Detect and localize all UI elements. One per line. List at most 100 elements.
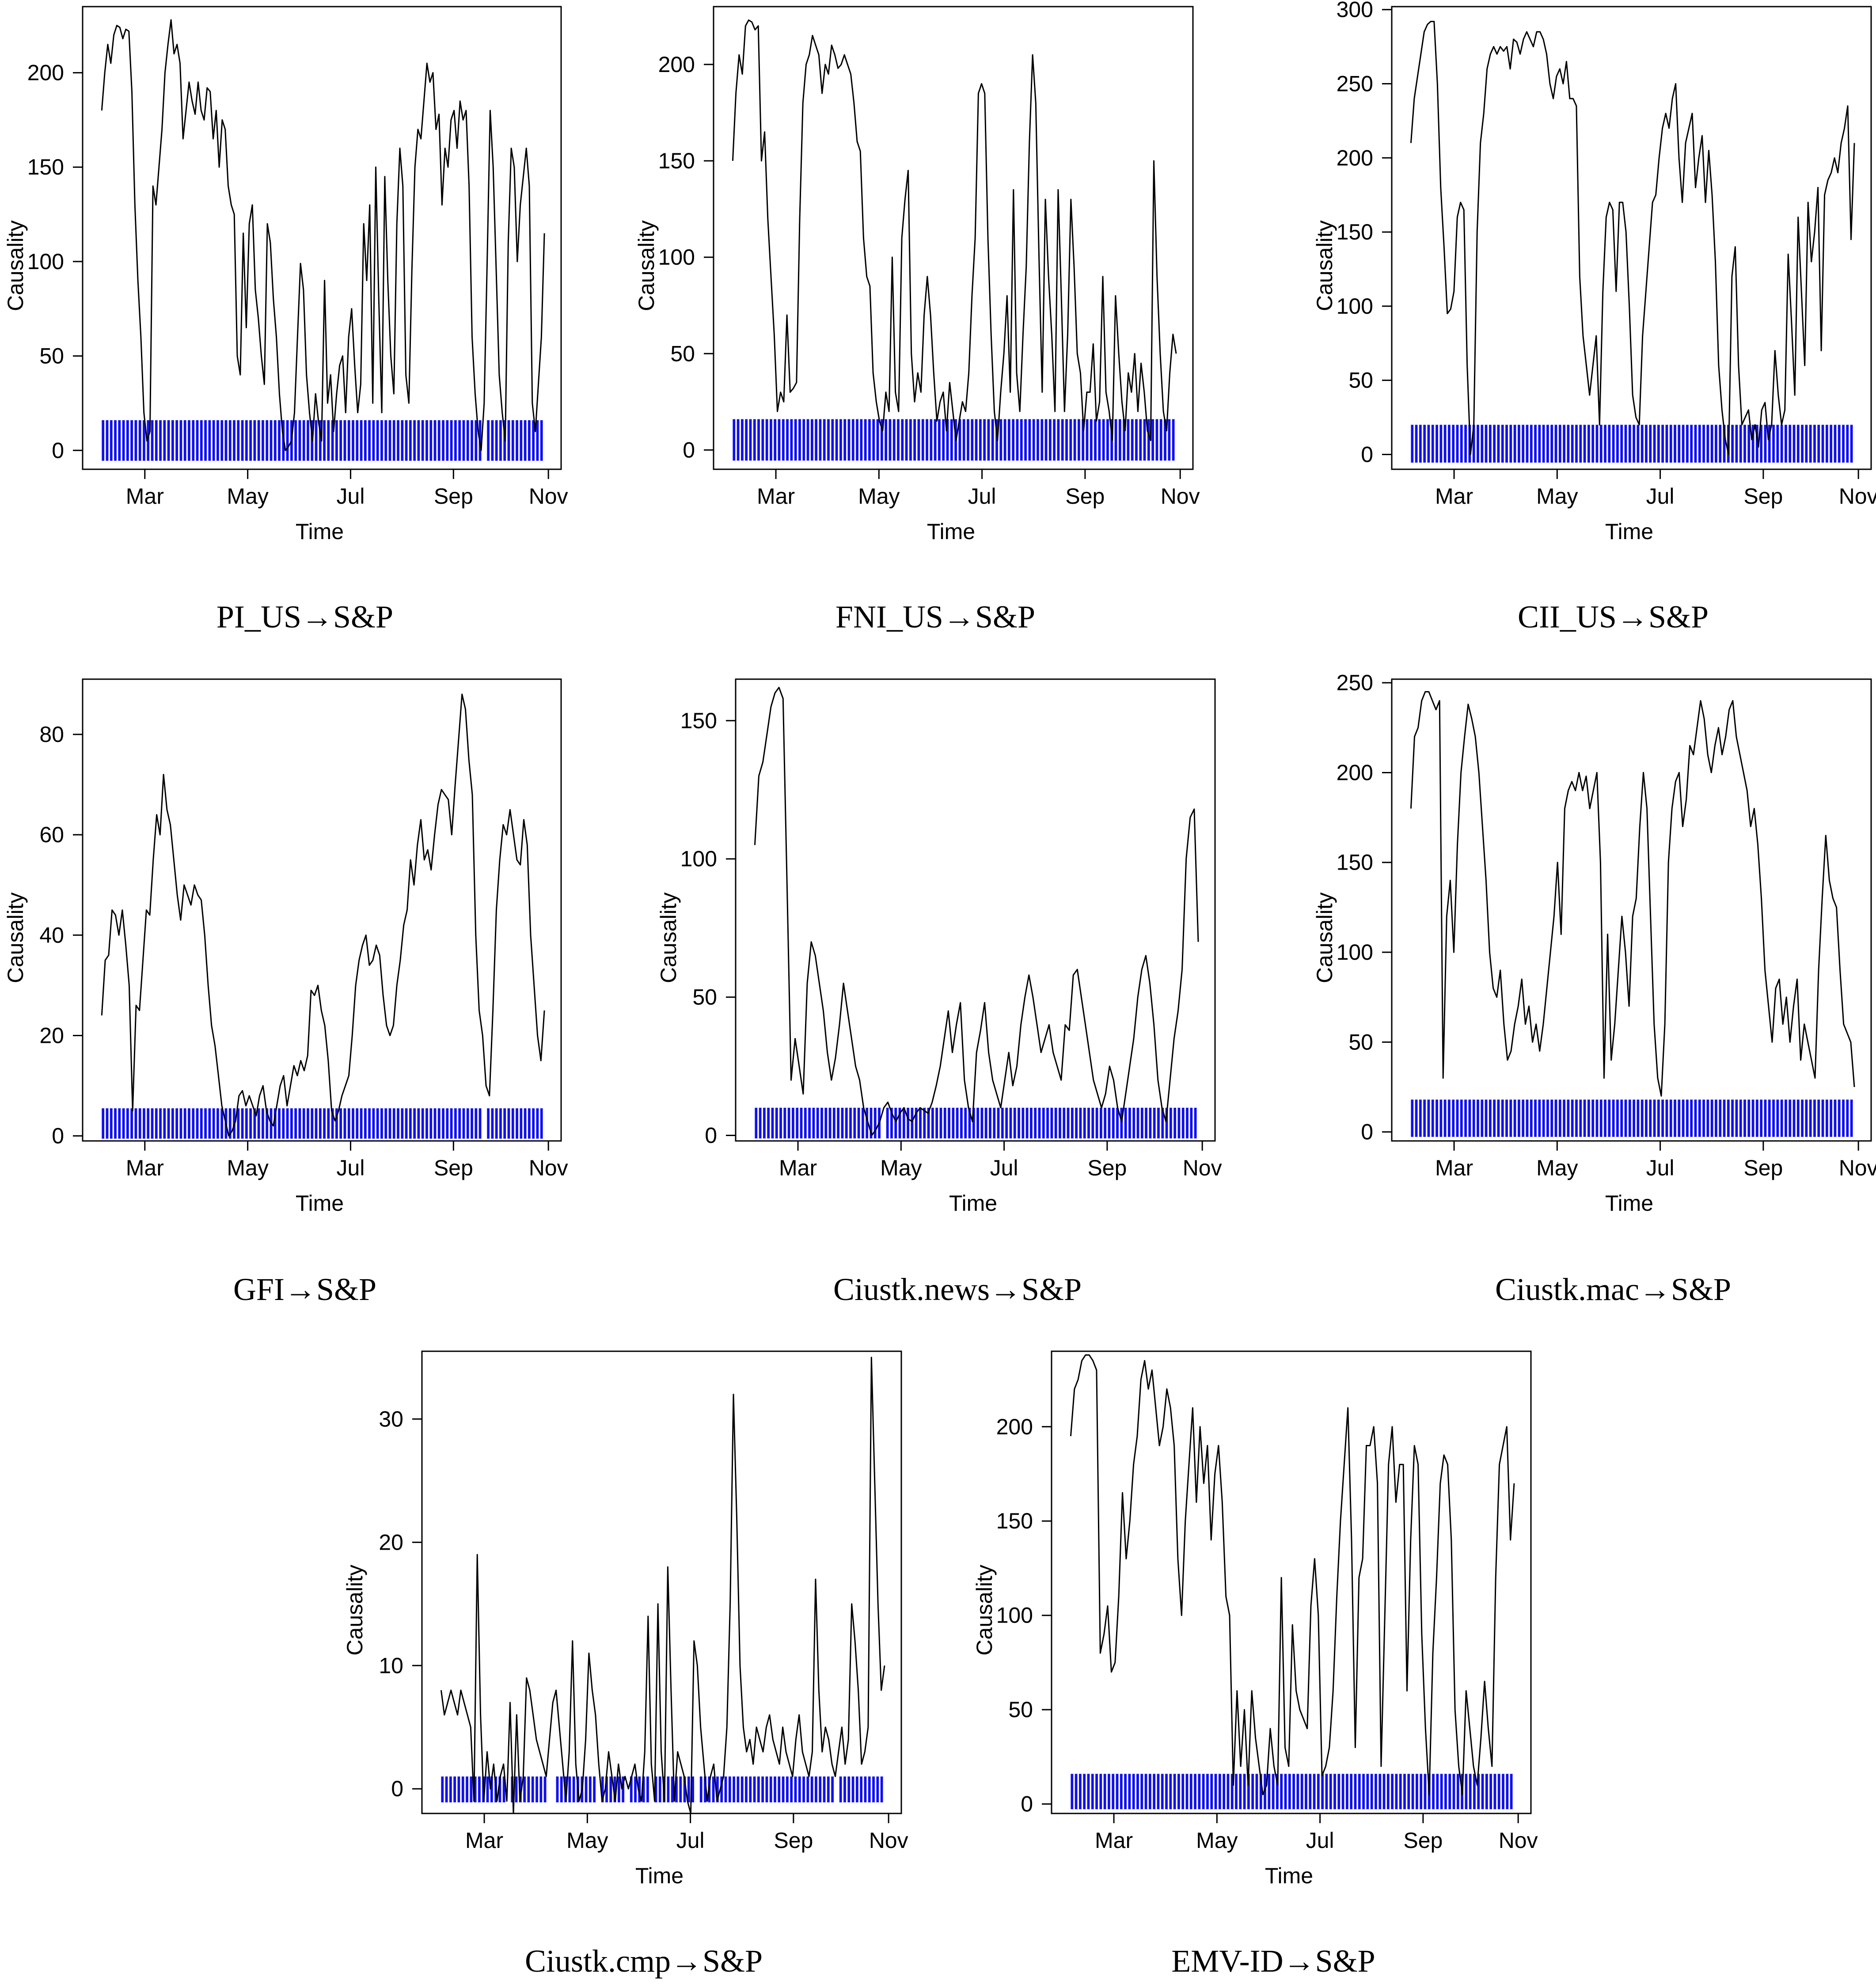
rug-bar bbox=[1464, 425, 1467, 463]
rug-bar bbox=[183, 420, 186, 461]
rug-bar bbox=[1809, 425, 1812, 463]
rug-bar bbox=[851, 419, 854, 461]
rug-bar bbox=[1071, 1774, 1074, 1809]
rug-bar bbox=[511, 1108, 514, 1139]
rug-bar bbox=[1206, 1774, 1209, 1809]
rug-bar bbox=[179, 1108, 182, 1139]
rug-bar bbox=[1751, 425, 1754, 463]
rug-bar bbox=[1842, 1099, 1845, 1137]
rug-bar bbox=[782, 1776, 785, 1802]
rug-bar bbox=[630, 1776, 633, 1802]
y-tick-label: 100 bbox=[27, 249, 64, 274]
rug-bar bbox=[1259, 1774, 1262, 1809]
rug-bar bbox=[520, 1108, 523, 1139]
rug-bar bbox=[437, 420, 441, 461]
rug-bar bbox=[335, 1108, 338, 1139]
plot-frame bbox=[421, 1350, 902, 1814]
rug-bar bbox=[765, 419, 768, 461]
rug-bar bbox=[1094, 419, 1097, 461]
rug-bar bbox=[1764, 1099, 1767, 1137]
rug-bar bbox=[273, 1108, 277, 1139]
rug-bar bbox=[1493, 1099, 1496, 1137]
rug-bar bbox=[155, 420, 158, 461]
rug-bar bbox=[1423, 425, 1426, 463]
rug-bar bbox=[1432, 1774, 1435, 1809]
plot-frame bbox=[1391, 678, 1872, 1142]
rug-bar bbox=[1177, 1774, 1180, 1809]
rug-bar bbox=[1128, 1107, 1131, 1139]
rug-bar bbox=[1108, 1774, 1110, 1809]
rug-bar bbox=[1194, 1774, 1196, 1809]
rug-bar bbox=[1044, 419, 1048, 461]
rug-bar bbox=[1501, 1099, 1504, 1137]
rug-bar bbox=[864, 419, 867, 461]
rug-bar bbox=[323, 1108, 326, 1139]
rug-bar bbox=[1420, 1774, 1423, 1809]
rug-bar bbox=[1030, 1107, 1033, 1139]
rug-bar bbox=[1755, 425, 1758, 463]
rug-bar bbox=[1131, 419, 1134, 461]
rug-bar bbox=[376, 420, 379, 461]
rug-bar bbox=[114, 420, 117, 461]
rug-bar bbox=[1099, 1107, 1102, 1139]
rug-bar bbox=[273, 420, 277, 461]
rug-bar bbox=[1082, 419, 1085, 461]
y-tick-label: 0 bbox=[705, 1123, 717, 1148]
rug-bar bbox=[1333, 1774, 1336, 1809]
rug-bar bbox=[749, 1776, 752, 1802]
rug-bar bbox=[1391, 1774, 1394, 1809]
rug-bar bbox=[1309, 1774, 1312, 1809]
rug-bar bbox=[1424, 1774, 1427, 1809]
rug-bar bbox=[368, 420, 371, 461]
y-tick-label: 20 bbox=[379, 1530, 403, 1555]
rug-bar bbox=[446, 1108, 449, 1139]
rug-bar bbox=[995, 419, 998, 461]
rug-bar bbox=[147, 420, 150, 461]
y-tick-label: 40 bbox=[39, 923, 64, 947]
x-axis-title: Time bbox=[635, 1863, 684, 1888]
rug-bar bbox=[200, 420, 203, 461]
panel-caption: PI_US→S&P bbox=[216, 599, 393, 635]
rug-bar bbox=[1140, 1774, 1143, 1809]
rug-bar bbox=[515, 1776, 518, 1802]
rug-bar bbox=[728, 1776, 731, 1802]
y-axis-title: Causality bbox=[3, 892, 28, 983]
rug-bar bbox=[397, 420, 399, 461]
rug-bar bbox=[1723, 1099, 1726, 1137]
x-tick-label: Mar bbox=[1095, 1828, 1133, 1853]
rug-bar bbox=[1505, 1099, 1508, 1137]
rug-bar bbox=[516, 420, 518, 461]
rug-bar bbox=[737, 419, 740, 461]
rug-bar bbox=[1042, 1107, 1045, 1139]
rug-bar bbox=[1558, 1099, 1561, 1137]
rug-bar bbox=[392, 1108, 395, 1139]
rug-bar bbox=[1764, 425, 1767, 463]
rug-bar bbox=[441, 1776, 444, 1802]
rug-bar bbox=[921, 419, 924, 461]
rug-bar bbox=[1706, 1099, 1709, 1137]
rug-bar bbox=[862, 1107, 864, 1139]
rug-bar bbox=[429, 420, 433, 461]
rug-bar bbox=[1132, 1107, 1135, 1139]
rug-bar bbox=[1159, 419, 1162, 461]
rug-bar bbox=[1157, 1107, 1160, 1139]
rug-bar bbox=[1239, 1774, 1242, 1809]
rug-bar bbox=[1456, 1099, 1459, 1137]
x-tick-label: Mar bbox=[465, 1828, 503, 1853]
rug-bar bbox=[1747, 1099, 1751, 1137]
rug-bar bbox=[927, 1107, 930, 1139]
rug-bar bbox=[442, 1108, 444, 1139]
rug-bar bbox=[495, 420, 498, 461]
rug-bar bbox=[171, 1108, 174, 1139]
rug-bar bbox=[352, 420, 354, 461]
rug-bar bbox=[1091, 1107, 1094, 1139]
rug-bar bbox=[1165, 1107, 1168, 1139]
rug-bar bbox=[843, 419, 847, 461]
rug-bar bbox=[755, 1107, 758, 1139]
rug-bar bbox=[1850, 425, 1853, 463]
rug-bar bbox=[372, 1108, 375, 1139]
y-axis-title: Causality bbox=[634, 220, 659, 311]
rug-bar bbox=[804, 1107, 807, 1139]
rug-bar bbox=[770, 419, 772, 461]
rug-bar bbox=[880, 1776, 883, 1802]
